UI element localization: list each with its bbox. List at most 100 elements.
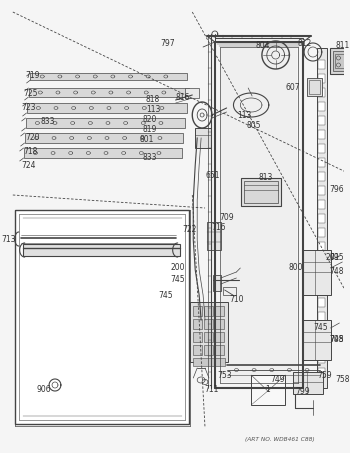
Text: 833: 833 bbox=[41, 117, 55, 126]
Text: 201: 201 bbox=[326, 254, 340, 262]
Bar bbox=[335, 54, 345, 68]
Bar bbox=[318, 116, 325, 125]
Bar bbox=[318, 326, 325, 335]
Text: 813: 813 bbox=[259, 173, 273, 183]
Bar bbox=[330, 48, 350, 74]
Text: 607: 607 bbox=[286, 82, 301, 92]
Bar bbox=[27, 103, 187, 113]
Text: 812: 812 bbox=[298, 39, 312, 48]
Bar bbox=[213, 275, 221, 291]
Bar bbox=[204, 319, 213, 329]
Bar bbox=[221, 48, 297, 382]
Bar bbox=[30, 73, 187, 80]
Bar bbox=[318, 242, 325, 251]
Bar bbox=[318, 88, 325, 97]
Text: 759: 759 bbox=[317, 371, 332, 380]
Bar bbox=[23, 244, 180, 256]
Bar bbox=[318, 298, 325, 307]
Bar bbox=[318, 228, 325, 237]
Bar bbox=[318, 200, 325, 209]
Bar bbox=[318, 172, 325, 181]
Bar bbox=[193, 345, 202, 355]
Bar bbox=[193, 358, 225, 366]
Text: 748: 748 bbox=[329, 336, 344, 344]
Bar bbox=[318, 312, 325, 321]
Bar bbox=[241, 178, 281, 206]
Text: 758: 758 bbox=[335, 376, 350, 385]
Text: 723: 723 bbox=[21, 103, 36, 112]
Bar bbox=[318, 256, 325, 265]
Text: 719: 719 bbox=[25, 71, 40, 79]
Text: 749: 749 bbox=[270, 376, 285, 385]
Text: 805: 805 bbox=[247, 120, 261, 130]
Text: 745: 745 bbox=[159, 290, 173, 299]
Bar bbox=[25, 133, 183, 143]
Text: 113: 113 bbox=[146, 106, 160, 115]
Bar bbox=[215, 332, 224, 342]
Bar bbox=[223, 287, 236, 295]
Bar bbox=[318, 144, 325, 153]
Text: 811: 811 bbox=[335, 42, 349, 50]
Text: 753: 753 bbox=[217, 371, 232, 380]
Text: 651: 651 bbox=[206, 170, 220, 179]
Text: 711: 711 bbox=[205, 386, 219, 395]
Text: 801: 801 bbox=[139, 135, 153, 145]
Bar bbox=[318, 354, 325, 363]
Bar bbox=[193, 306, 202, 316]
Text: 804: 804 bbox=[256, 42, 270, 50]
Bar bbox=[318, 284, 325, 293]
Text: 800: 800 bbox=[288, 264, 302, 273]
Bar bbox=[318, 368, 325, 377]
Bar bbox=[193, 332, 202, 342]
Text: 713: 713 bbox=[2, 236, 16, 245]
Bar bbox=[318, 214, 325, 223]
Text: 113: 113 bbox=[237, 111, 251, 120]
Text: 819: 819 bbox=[143, 125, 157, 135]
Text: 797: 797 bbox=[160, 39, 175, 48]
Text: 799: 799 bbox=[296, 387, 310, 396]
Text: 796: 796 bbox=[329, 185, 344, 194]
Text: (ART NO. WDB461 C88): (ART NO. WDB461 C88) bbox=[245, 438, 315, 443]
Bar bbox=[317, 48, 327, 388]
Bar bbox=[303, 250, 330, 295]
Text: 200: 200 bbox=[170, 264, 185, 273]
Bar bbox=[309, 80, 320, 94]
Bar bbox=[26, 118, 186, 128]
Bar bbox=[318, 340, 325, 349]
Bar bbox=[318, 102, 325, 111]
Bar bbox=[28, 88, 189, 97]
Text: 1: 1 bbox=[265, 386, 270, 395]
Bar bbox=[195, 128, 211, 148]
Bar bbox=[318, 270, 325, 279]
Bar bbox=[251, 375, 286, 405]
Text: 906: 906 bbox=[37, 386, 51, 395]
Bar bbox=[215, 345, 224, 355]
Bar bbox=[318, 186, 325, 195]
Bar bbox=[318, 60, 325, 69]
Text: 833: 833 bbox=[143, 154, 158, 163]
Bar bbox=[21, 235, 176, 243]
Bar bbox=[186, 88, 199, 98]
Bar bbox=[318, 130, 325, 139]
Text: 722: 722 bbox=[182, 226, 197, 235]
Bar bbox=[23, 148, 182, 158]
Bar bbox=[190, 302, 228, 362]
Text: 816: 816 bbox=[175, 93, 190, 102]
Bar bbox=[193, 319, 202, 329]
Bar bbox=[318, 158, 325, 167]
Text: 725: 725 bbox=[23, 88, 38, 97]
Bar bbox=[332, 51, 348, 71]
Text: 716: 716 bbox=[211, 223, 226, 232]
Bar bbox=[318, 74, 325, 83]
Bar bbox=[215, 306, 224, 316]
Text: 795: 795 bbox=[329, 336, 344, 344]
Text: 720: 720 bbox=[25, 132, 40, 141]
Text: 820: 820 bbox=[143, 116, 157, 125]
Text: 710: 710 bbox=[229, 295, 244, 304]
Bar bbox=[15, 210, 189, 424]
Bar bbox=[215, 319, 224, 329]
Text: 718: 718 bbox=[23, 148, 38, 156]
Bar bbox=[204, 332, 213, 342]
Text: 745: 745 bbox=[314, 323, 328, 333]
Bar bbox=[307, 78, 322, 96]
